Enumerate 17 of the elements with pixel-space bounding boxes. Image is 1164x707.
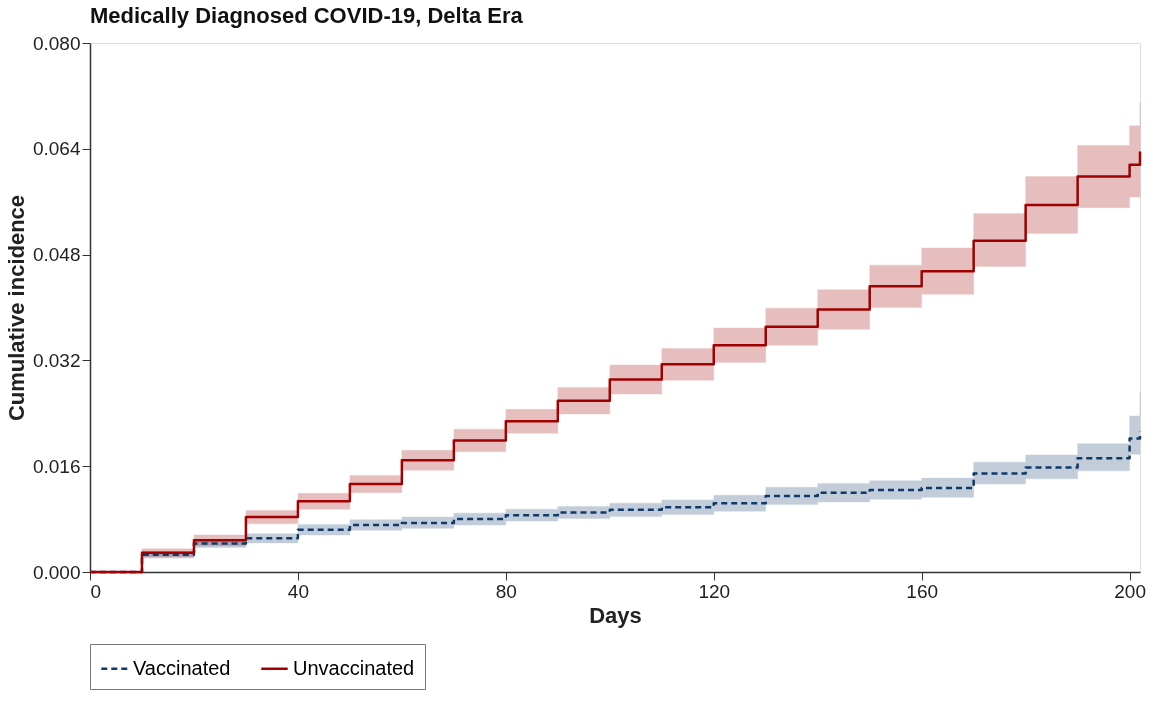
x-axis-title: Days — [589, 602, 642, 628]
y-tick-label: 0.080 — [32, 32, 81, 54]
chart-title: Medically Diagnosed COVID-19, Delta Era — [90, 3, 524, 28]
x-tick-label: 0 — [90, 580, 102, 602]
legend-label: Vaccinated — [133, 656, 231, 679]
x-tick-label: 120 — [698, 580, 731, 602]
x-tick-label: 160 — [906, 580, 939, 602]
x-tick-label: 40 — [287, 580, 309, 602]
y-axis-title: Cumulative incidence — [3, 194, 29, 422]
legend-label: Unvaccinated — [293, 656, 415, 679]
y-tick-label: 0.064 — [32, 138, 81, 160]
y-tick-label: 0.000 — [32, 561, 81, 583]
x-tick-label: 200 — [1114, 580, 1146, 602]
y-tick-label: 0.016 — [32, 455, 81, 477]
x-tick-label: 80 — [495, 580, 517, 602]
y-tick-label: 0.032 — [32, 349, 81, 371]
y-tick-label: 0.048 — [32, 244, 81, 266]
